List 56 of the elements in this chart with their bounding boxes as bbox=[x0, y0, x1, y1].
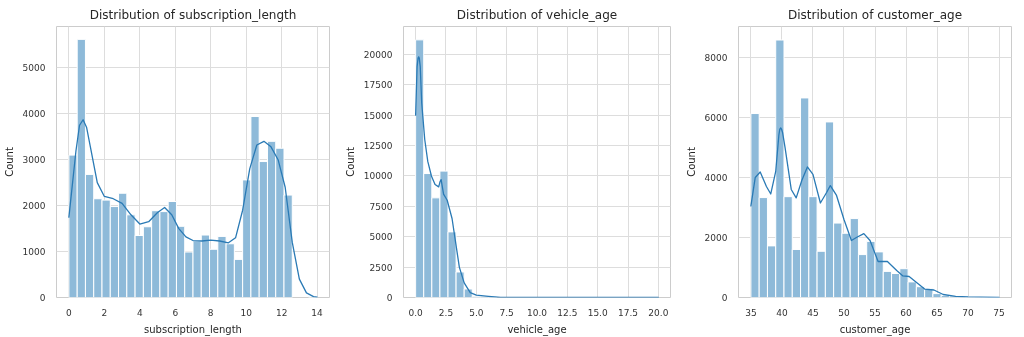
y-tick-label: 10000 bbox=[363, 171, 393, 182]
x-tick-label: 70 bbox=[962, 307, 975, 318]
x-tick-label: 7.5 bbox=[499, 307, 514, 318]
y-axis-title: Count bbox=[3, 147, 15, 177]
x-tick-label: 35 bbox=[745, 307, 757, 318]
x-tick-label: 4 bbox=[136, 307, 143, 318]
y-axis-title: Count bbox=[685, 147, 697, 177]
y-tick-label: 3000 bbox=[22, 155, 46, 166]
y-tick-label: 12500 bbox=[363, 141, 393, 152]
x-tick-label: 10 bbox=[240, 307, 253, 318]
line-series bbox=[68, 119, 318, 298]
x-tick-label: 15.0 bbox=[587, 307, 608, 318]
x-tick-label: 5.0 bbox=[469, 307, 484, 318]
x-tick-label: 65 bbox=[931, 307, 943, 318]
x-tick-label: 14 bbox=[311, 307, 324, 318]
y-tick-label: 0 bbox=[386, 293, 393, 303]
x-tick-label: 10.0 bbox=[526, 307, 548, 318]
x-tick-label: 50 bbox=[838, 307, 850, 318]
y-tick-label: 1000 bbox=[22, 247, 46, 258]
x-axis-title: vehicle_age bbox=[507, 323, 567, 336]
x-tick-label: 12.5 bbox=[557, 307, 578, 318]
y-tick-label: 15000 bbox=[363, 110, 393, 121]
y-tick-label: 0 bbox=[721, 293, 728, 303]
chart-title: Distribution of customer_age bbox=[787, 7, 963, 22]
chart-title: Distribution of subscription_length bbox=[89, 7, 297, 22]
x-tick-label: 12 bbox=[275, 307, 288, 318]
chart-title: Distribution of vehicle_age bbox=[456, 7, 618, 22]
y-tick-label: 2000 bbox=[704, 232, 728, 243]
y-tick-label: 7500 bbox=[369, 201, 393, 212]
y-tick-label: 2500 bbox=[369, 262, 393, 273]
x-axis-title: customer_age bbox=[839, 323, 911, 336]
y-tick-label: 20000 bbox=[363, 49, 393, 60]
y-tick-label: 0 bbox=[39, 293, 46, 303]
y-tick-label: 4000 bbox=[704, 172, 728, 183]
x-tick-label: 45 bbox=[807, 307, 819, 318]
x-tick-label: 55 bbox=[869, 307, 881, 318]
x-tick-label: 17.5 bbox=[618, 307, 639, 318]
y-axis-title: Count bbox=[344, 147, 356, 177]
y-tick-label: 4000 bbox=[22, 109, 46, 120]
x-tick-label: 6 bbox=[172, 307, 179, 318]
x-tick-label: 8 bbox=[207, 307, 214, 318]
y-tick-label: 6000 bbox=[704, 112, 728, 123]
y-tick-label: 5000 bbox=[369, 232, 393, 243]
y-tick-label: 2000 bbox=[22, 201, 46, 212]
x-tick-label: 40 bbox=[776, 307, 788, 318]
x-tick-label: 60 bbox=[900, 307, 913, 318]
y-tick-label: 17500 bbox=[363, 80, 393, 91]
y-tick-label: 5000 bbox=[22, 63, 46, 74]
x-tick-label: 0 bbox=[66, 307, 73, 318]
y-tick-label: 8000 bbox=[704, 52, 728, 63]
x-axis-title: subscription_length bbox=[144, 323, 242, 336]
x-tick-label: 2.5 bbox=[438, 307, 454, 318]
x-tick-label: 75 bbox=[993, 307, 1005, 318]
x-tick-label: 20.0 bbox=[648, 307, 669, 318]
x-tick-label: 0.0 bbox=[408, 307, 424, 318]
x-tick-label: 2 bbox=[101, 307, 108, 318]
